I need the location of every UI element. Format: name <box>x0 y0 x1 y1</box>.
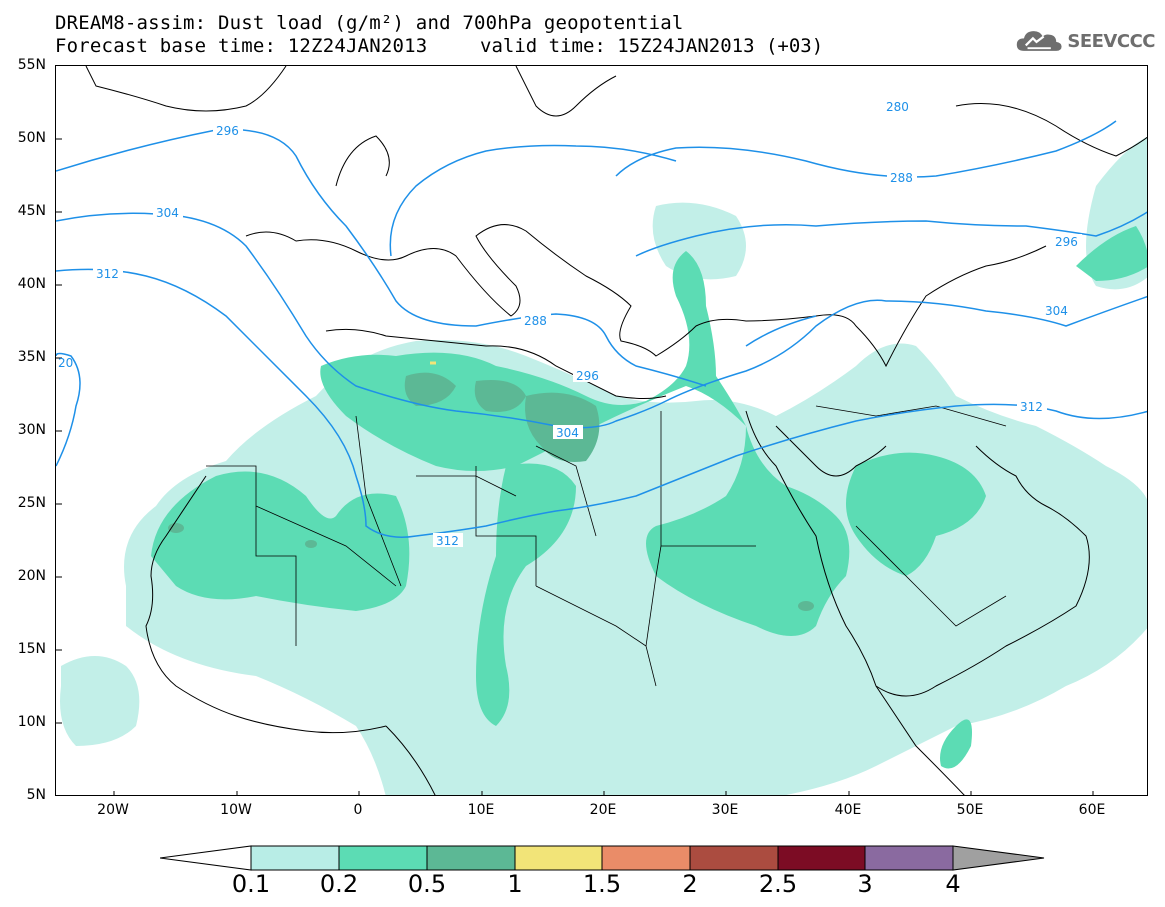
graticule-ticks <box>56 138 1094 795</box>
contour-label: 312 <box>96 267 119 281</box>
contour-labels: 280 288 296 296 296 304 304 304 312 312 … <box>58 99 1082 548</box>
contour-label: 312 <box>436 534 459 548</box>
lon-label: 50E <box>956 802 984 818</box>
colorbar-label: 0.5 <box>407 870 447 898</box>
colorbar-label: 0.2 <box>319 870 359 898</box>
lon-label: 40E <box>834 802 862 818</box>
colorbar-label: 3 <box>857 870 873 898</box>
forecast-base-time: Forecast base time: 12Z24JAN2013 <box>55 35 428 57</box>
colorbar-label: 1.5 <box>582 870 622 898</box>
lat-label: 55N <box>17 57 46 73</box>
logo-text: SEEVCCC <box>1067 30 1155 52</box>
contour-label: 296 <box>1055 235 1078 249</box>
valid-time: valid time: 15Z24JAN2013 (+03) <box>480 35 824 57</box>
lon-label: 20W <box>97 802 129 818</box>
contour-label: 280 <box>886 100 909 114</box>
seevccc-logo: SEEVCCC <box>1015 24 1155 58</box>
lat-label: 10N <box>17 714 46 730</box>
lat-label: 15N <box>17 641 46 657</box>
colorbar-swatch <box>864 845 954 871</box>
contour-label: 296 <box>216 124 239 138</box>
lat-label: 30N <box>17 422 46 438</box>
lon-label: 20E <box>589 802 617 818</box>
contour-label: 296 <box>576 369 599 383</box>
cloud-icon <box>1016 31 1062 51</box>
colorbar-label: 1 <box>507 870 523 898</box>
colorbar <box>160 845 1045 871</box>
contour-label: 288 <box>890 171 913 185</box>
colorbar-swatch <box>777 845 866 871</box>
colorbar-swatch <box>338 845 428 871</box>
colorbar-label: 2.5 <box>758 870 798 898</box>
lat-label: 45N <box>17 203 46 219</box>
contour-label: 304 <box>156 206 179 220</box>
colorbar-label: 4 <box>945 870 961 898</box>
colorbar-swatch <box>514 845 603 871</box>
colorbar-label: 2 <box>682 870 698 898</box>
lat-label: 35N <box>17 349 46 365</box>
lat-label: 5N <box>26 787 46 803</box>
contour-label: 20 <box>58 356 73 370</box>
colorbar-swatch <box>601 845 691 871</box>
lon-label: 0 <box>353 802 363 818</box>
lon-label: 30E <box>711 802 739 818</box>
lat-label: 40N <box>17 276 46 292</box>
lat-label: 25N <box>17 495 46 511</box>
dust-mid-areas <box>151 226 1147 769</box>
colorbar-swatch <box>689 845 779 871</box>
lat-label: 20N <box>17 568 46 584</box>
lon-label: 60E <box>1078 802 1106 818</box>
contour-label: 304 <box>556 426 579 440</box>
map-title: DREAM8-assim: Dust load (g/m²) and 700hP… <box>55 12 684 34</box>
colorbar-swatch <box>426 845 516 871</box>
coastlines <box>85 66 1147 795</box>
dust-load-map: 280 288 296 296 296 304 304 304 312 312 … <box>55 65 1148 796</box>
colorbar-high-arrow <box>952 845 1045 871</box>
map-canvas: 280 288 296 296 296 304 304 304 312 312 … <box>56 66 1147 795</box>
colorbar-swatch <box>250 845 340 871</box>
contour-label: 288 <box>524 314 547 328</box>
contour-label: 304 <box>1045 304 1068 318</box>
colorbar-low-arrow <box>160 845 252 871</box>
lon-label: 10E <box>467 802 495 818</box>
colorbar-label: 0.1 <box>231 870 271 898</box>
contour-label: 312 <box>1020 400 1043 414</box>
lon-label: 10W <box>220 802 252 818</box>
country-borders <box>206 405 1007 687</box>
lat-label: 50N <box>17 130 46 146</box>
